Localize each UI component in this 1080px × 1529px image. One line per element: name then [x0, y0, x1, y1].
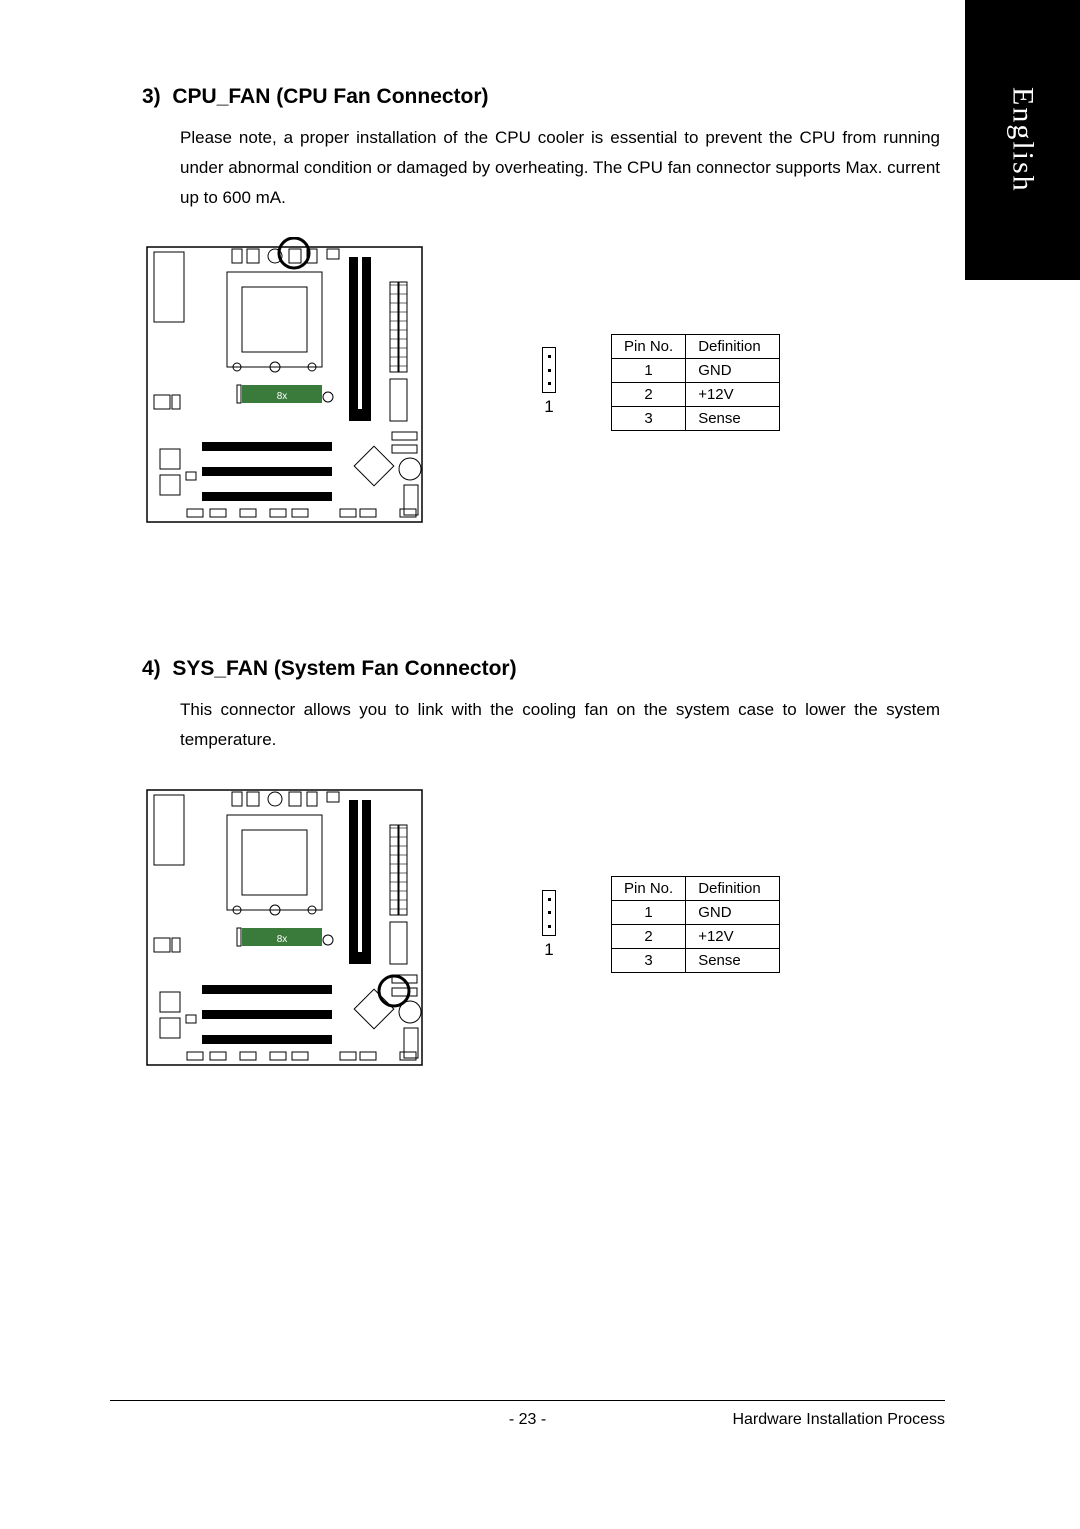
pin-definition-table: Pin No. Definition 1GND 2+12V 3Sense — [611, 334, 780, 431]
section-body: Please note, a proper installation of th… — [180, 123, 940, 212]
manual-page: English 3) CPU_FAN (CPU Fan Connector) P… — [0, 0, 1080, 1529]
pin-definition-table: Pin No. Definition 1GND 2+12V 3Sense — [611, 876, 780, 973]
table-cell: 1 — [612, 901, 686, 925]
table-cell: 2 — [612, 382, 686, 406]
table-cell: 1 — [612, 358, 686, 382]
table-header: Pin No. — [612, 877, 686, 901]
section-heading-text: CPU_FAN (CPU Fan Connector) — [172, 85, 488, 108]
section-heading-text: SYS_FAN (System Fan Connector) — [172, 657, 516, 680]
table-cell: 2 — [612, 925, 686, 949]
section-title: 4) SYS_FAN (System Fan Connector) — [142, 657, 945, 681]
section-number: 3) — [142, 85, 161, 108]
footer-chapter: Hardware Installation Process — [732, 1411, 945, 1429]
table-cell: 3 — [612, 406, 686, 430]
svg-text:8x: 8x — [277, 391, 288, 402]
language-label: English — [1006, 87, 1040, 193]
language-sidebar: English — [965, 0, 1080, 280]
pin-header-icon — [542, 347, 556, 393]
table-cell: GND — [686, 358, 780, 382]
section-title: 3) CPU_FAN (CPU Fan Connector) — [142, 85, 945, 109]
table-cell: Sense — [686, 406, 780, 430]
table-cell: 3 — [612, 949, 686, 973]
table-header: Definition — [686, 877, 780, 901]
pin-one-label: 1 — [544, 397, 553, 417]
motherboard-diagram: 8x — [142, 780, 432, 1070]
pin-connector-diagram: 1 — [542, 890, 556, 960]
section-body: This connector allows you to link with t… — [180, 695, 940, 755]
table-cell: +12V — [686, 382, 780, 406]
table-header: Pin No. — [612, 334, 686, 358]
page-number: - 23 - — [509, 1411, 546, 1429]
table-header: Definition — [686, 334, 780, 358]
page-content: 3) CPU_FAN (CPU Fan Connector) Please no… — [110, 85, 945, 1110]
pin-one-label: 1 — [544, 940, 553, 960]
pin-connector-diagram: 1 — [542, 347, 556, 417]
table-cell: GND — [686, 901, 780, 925]
table-cell: Sense — [686, 949, 780, 973]
figure-row: 8x 1 Pin No. Definition 1GND 2+12V — [142, 780, 945, 1070]
page-footer: - 23 - Hardware Installation Process — [110, 1400, 945, 1429]
figure-row: 8x 1 Pin No. Definition 1GND 2+12V 3Sens… — [142, 237, 945, 527]
table-cell: +12V — [686, 925, 780, 949]
motherboard-diagram: 8x — [142, 237, 432, 527]
svg-text:8x: 8x — [277, 934, 288, 945]
section-number: 4) — [142, 657, 161, 680]
pin-header-icon — [542, 890, 556, 936]
